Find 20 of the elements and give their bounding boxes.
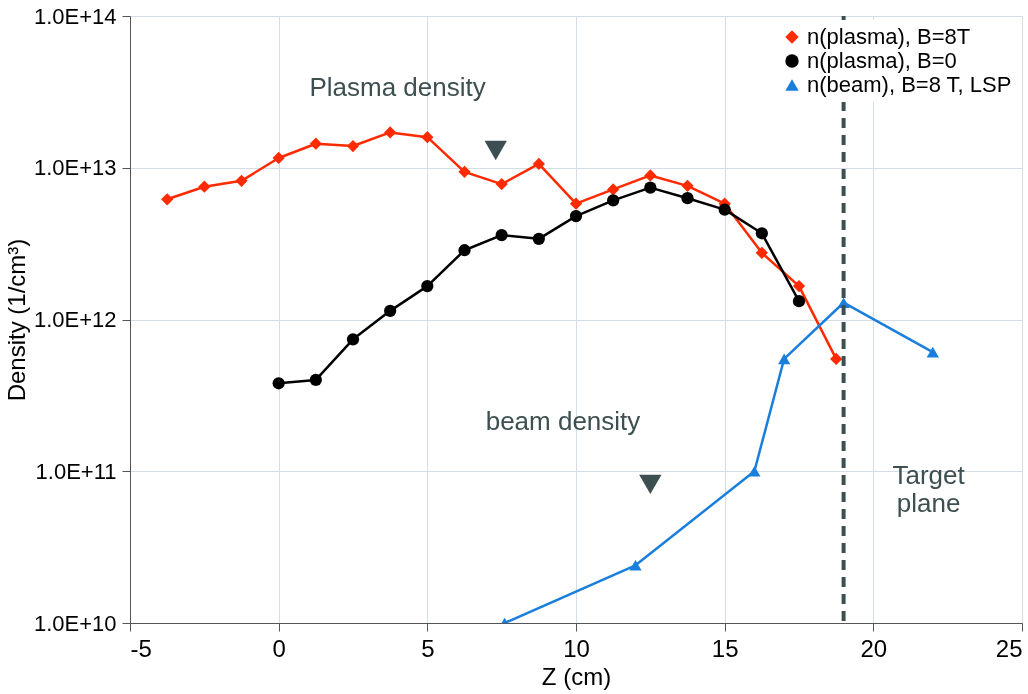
y-tick-label: 1.0E+11 xyxy=(35,458,117,484)
y-tick-label: 1.0E+13 xyxy=(33,155,117,181)
x-tick-label: 20 xyxy=(860,634,888,662)
x-tick-label: 15 xyxy=(711,634,739,662)
y-tick-label: 1.0E+14 xyxy=(33,3,117,29)
x-tick-label: 25 xyxy=(995,634,1023,662)
y-tick-label: 1.0E+12 xyxy=(33,307,117,332)
ref-line-label: Target plane xyxy=(892,460,966,518)
y-tick-label: 1.0E+10 xyxy=(33,610,117,636)
x-axis-title: Z (cm) xyxy=(541,662,612,690)
x-tick-label: 5 xyxy=(421,634,435,662)
x-tick-label: 0 xyxy=(272,634,286,662)
x-tick-label: -5 xyxy=(130,634,152,662)
y-axis-title: Density (1/cm³) xyxy=(2,238,30,402)
annotation: beam density xyxy=(485,406,641,437)
annotation: Plasma density xyxy=(309,72,486,103)
legend-label: n(plasma), B=8T xyxy=(807,24,971,49)
legend-label: n(plasma), B=0 xyxy=(807,48,957,73)
x-tick-label: 10 xyxy=(563,634,590,662)
legend-label: n(beam), B=8 T, LSP xyxy=(807,72,1012,97)
